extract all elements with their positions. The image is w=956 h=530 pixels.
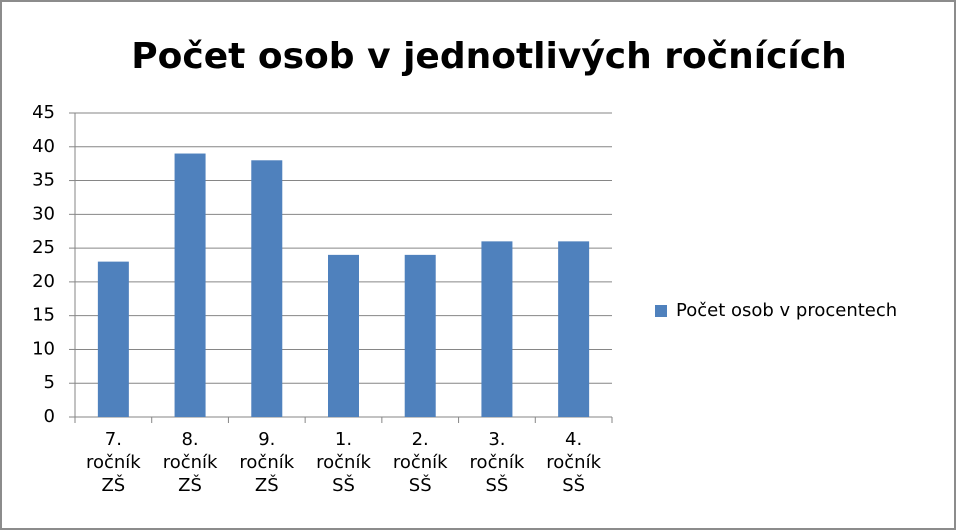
bar — [174, 153, 206, 418]
y-tick-label: 30 — [32, 203, 55, 224]
bar — [558, 241, 590, 417]
bar — [251, 160, 283, 418]
x-tick-label: 8. ročník ZŠ — [162, 429, 218, 496]
chart-title: Počet osob v jednotlivých ročnících — [131, 36, 846, 77]
x-tick-label: 9. ročník ZŠ — [239, 429, 295, 496]
x-tick-label: 2. ročník SŠ — [392, 429, 448, 496]
legend-swatch — [655, 305, 667, 317]
y-tick-label: 20 — [32, 271, 55, 292]
y-tick-label: 45 — [32, 102, 55, 123]
bar — [404, 254, 436, 417]
y-tick-label: 40 — [32, 136, 55, 157]
y-tick-label: 10 — [32, 338, 55, 359]
x-tick-label: 1. ročník SŠ — [316, 429, 371, 496]
bar — [328, 254, 359, 417]
x-tick-label: 7. ročník ZŠ — [85, 429, 141, 496]
bar — [97, 261, 129, 417]
y-tick-label: 35 — [32, 170, 55, 191]
bar — [481, 241, 513, 417]
y-tick-label: 0 — [44, 406, 55, 427]
legend-label: Počet osob v procentech — [676, 300, 897, 321]
y-tick-label: 5 — [44, 372, 55, 393]
x-tick-label: 3. ročník SŠ — [469, 429, 525, 496]
x-tick-label: 4. ročník SŠ — [546, 429, 602, 496]
y-tick-label: 25 — [32, 237, 55, 258]
y-tick-label: 15 — [32, 305, 55, 326]
